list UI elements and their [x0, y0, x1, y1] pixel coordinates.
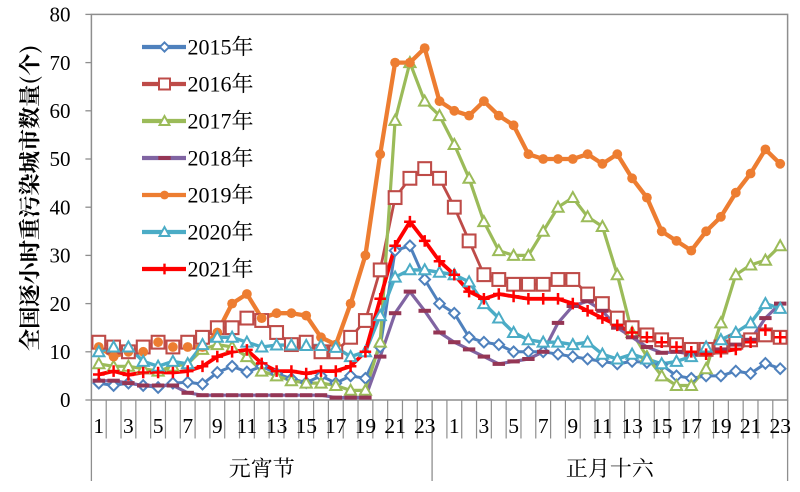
- svg-text:20: 20: [50, 292, 71, 316]
- svg-text:11: 11: [592, 414, 613, 438]
- svg-text:1: 1: [449, 414, 460, 438]
- svg-text:21: 21: [384, 414, 406, 438]
- svg-text:80: 80: [50, 3, 71, 27]
- svg-text:7: 7: [538, 414, 549, 438]
- svg-text:3: 3: [479, 414, 490, 438]
- svg-text:23: 23: [414, 414, 436, 438]
- svg-text:2019: 2019: [188, 182, 232, 207]
- svg-text:13: 13: [621, 414, 643, 438]
- svg-text:40: 40: [50, 195, 71, 219]
- svg-text:17: 17: [681, 414, 703, 438]
- svg-text:0: 0: [60, 388, 71, 412]
- svg-text:11: 11: [237, 414, 258, 438]
- svg-text:23: 23: [769, 414, 791, 438]
- svg-text:9: 9: [567, 414, 578, 438]
- svg-text:50: 50: [50, 147, 71, 171]
- svg-text:10: 10: [50, 340, 71, 364]
- svg-text:17: 17: [325, 414, 347, 438]
- svg-text:21: 21: [740, 414, 762, 438]
- svg-text:5: 5: [153, 414, 164, 438]
- svg-text:2018: 2018: [188, 145, 232, 170]
- svg-text:7: 7: [182, 414, 193, 438]
- svg-text:2021: 2021: [188, 256, 232, 281]
- svg-text:2020: 2020: [188, 219, 232, 244]
- svg-text:2016: 2016: [188, 71, 232, 96]
- svg-text:13: 13: [266, 414, 288, 438]
- svg-text:15: 15: [651, 414, 673, 438]
- svg-text:30: 30: [50, 244, 71, 268]
- svg-text:19: 19: [710, 414, 732, 438]
- svg-text:9: 9: [212, 414, 223, 438]
- svg-text:70: 70: [50, 51, 71, 75]
- svg-text:15: 15: [295, 414, 317, 438]
- svg-text:2017: 2017: [188, 108, 232, 133]
- svg-text:3: 3: [123, 414, 134, 438]
- svg-text:19: 19: [355, 414, 377, 438]
- svg-text:60: 60: [50, 99, 71, 123]
- svg-text:5: 5: [508, 414, 519, 438]
- svg-text:1: 1: [93, 414, 104, 438]
- svg-text:2015: 2015: [188, 34, 232, 59]
